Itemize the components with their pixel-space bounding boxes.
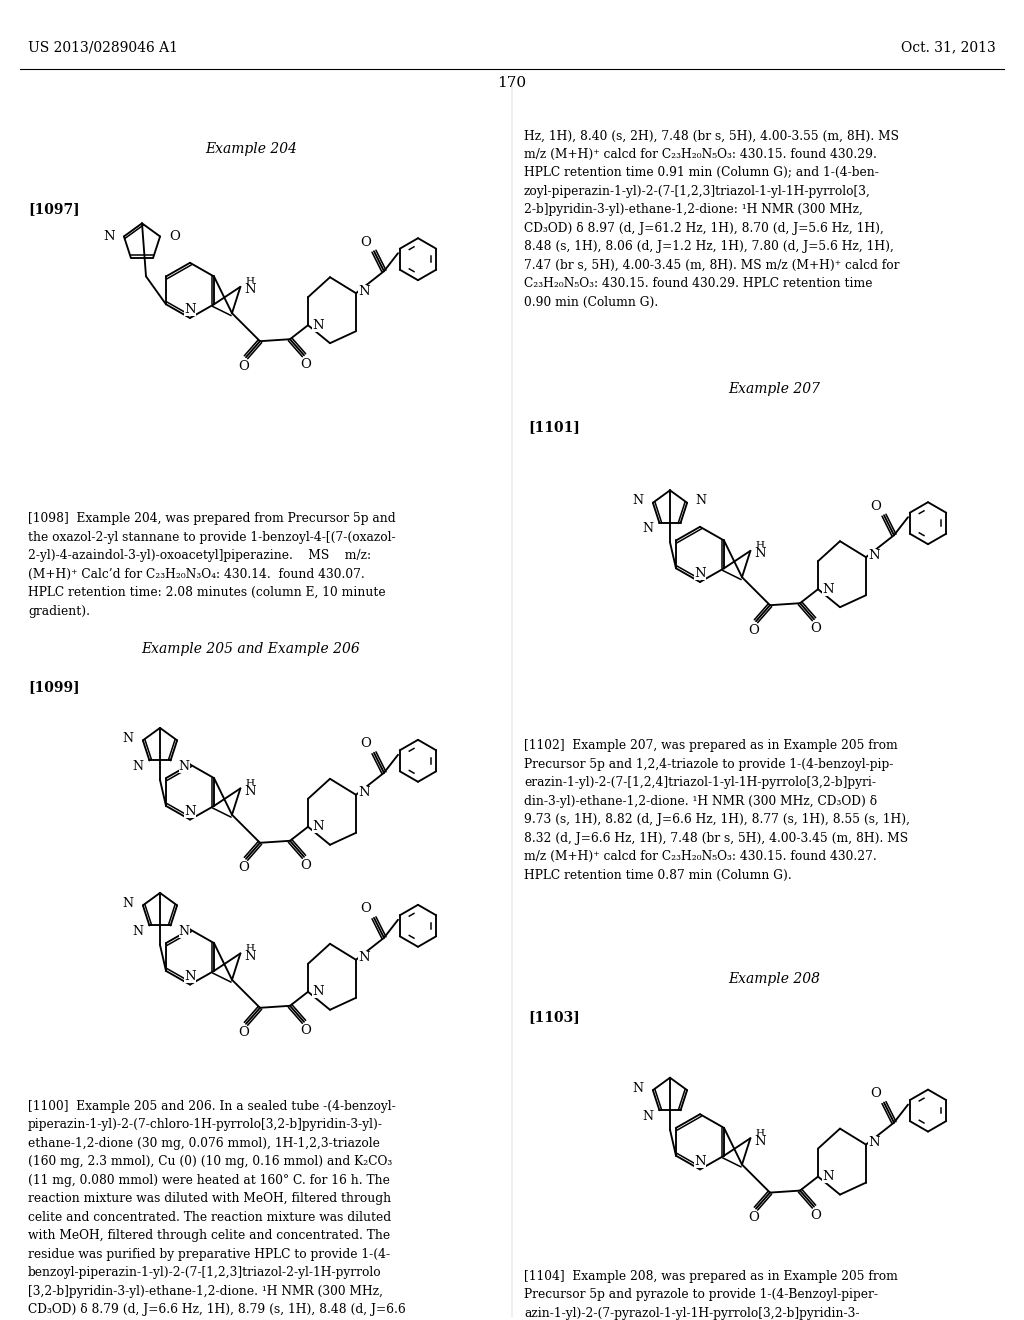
Text: [1101]: [1101] bbox=[528, 420, 580, 434]
Text: O: O bbox=[301, 1024, 311, 1038]
Text: Example 208: Example 208 bbox=[728, 973, 820, 986]
Text: O: O bbox=[870, 1088, 882, 1100]
Text: N: N bbox=[178, 760, 189, 774]
Text: [1104]  Example 208, was prepared as in Example 205 from
Precursor 5p and pyrazo: [1104] Example 208, was prepared as in E… bbox=[524, 1270, 911, 1320]
Text: N: N bbox=[184, 970, 196, 983]
Text: N: N bbox=[358, 787, 370, 800]
Text: N: N bbox=[822, 582, 834, 595]
Text: Example 204: Example 204 bbox=[205, 143, 297, 156]
Text: O: O bbox=[749, 1212, 760, 1224]
Text: N: N bbox=[122, 896, 133, 909]
Text: O: O bbox=[360, 738, 372, 750]
Text: Example 205 and Example 206: Example 205 and Example 206 bbox=[141, 643, 360, 656]
Text: O: O bbox=[301, 358, 311, 371]
Text: US 2013/0289046 A1: US 2013/0289046 A1 bbox=[28, 41, 178, 54]
Text: [1099]: [1099] bbox=[28, 680, 80, 694]
Text: O: O bbox=[169, 230, 180, 243]
Text: O: O bbox=[301, 859, 311, 873]
Text: N: N bbox=[178, 925, 189, 939]
Text: O: O bbox=[360, 903, 372, 915]
Text: N: N bbox=[694, 1155, 706, 1168]
Text: N: N bbox=[755, 1135, 766, 1147]
Text: O: O bbox=[360, 236, 372, 248]
Text: N: N bbox=[312, 985, 324, 998]
Text: N: N bbox=[184, 805, 196, 818]
Text: N: N bbox=[245, 785, 256, 797]
Text: N: N bbox=[358, 285, 370, 298]
Text: N: N bbox=[642, 1110, 653, 1123]
Text: N: N bbox=[122, 731, 133, 744]
Text: N: N bbox=[642, 523, 653, 536]
Text: N: N bbox=[694, 568, 706, 581]
Text: [1098]  Example 204, was prepared from Precursor 5p and
the oxazol-2-yl stannane: [1098] Example 204, was prepared from Pr… bbox=[28, 512, 395, 618]
Text: Example 207: Example 207 bbox=[728, 383, 820, 396]
Text: O: O bbox=[811, 1209, 821, 1222]
Text: H: H bbox=[246, 779, 255, 788]
Text: Hz, 1H), 8.40 (s, 2H), 7.48 (br s, 5H), 4.00-3.55 (m, 8H). MS
m/z (M+H)⁺ calcd f: Hz, 1H), 8.40 (s, 2H), 7.48 (br s, 5H), … bbox=[524, 129, 899, 309]
Text: N: N bbox=[184, 304, 196, 317]
Text: [1103]: [1103] bbox=[528, 1010, 580, 1024]
Text: Oct. 31, 2013: Oct. 31, 2013 bbox=[901, 41, 996, 54]
Text: N: N bbox=[245, 950, 256, 962]
Text: N: N bbox=[695, 494, 707, 507]
Text: N: N bbox=[822, 1170, 834, 1183]
Text: N: N bbox=[868, 1137, 880, 1150]
Text: N: N bbox=[245, 284, 256, 296]
Text: N: N bbox=[632, 494, 643, 507]
Text: H: H bbox=[246, 277, 255, 286]
Text: [1097]: [1097] bbox=[28, 202, 80, 216]
Text: H: H bbox=[756, 541, 765, 550]
Text: [1102]  Example 207, was prepared as in Example 205 from
Precursor 5p and 1,2,4-: [1102] Example 207, was prepared as in E… bbox=[524, 739, 910, 882]
Text: [1100]  Example 205 and 206. In a sealed tube -(4-benzoyl-
piperazin-1-yl)-2-(7-: [1100] Example 205 and 206. In a sealed … bbox=[28, 1100, 406, 1316]
Text: N: N bbox=[103, 230, 115, 243]
Text: H: H bbox=[246, 944, 255, 953]
Text: O: O bbox=[239, 359, 250, 372]
Text: N: N bbox=[755, 548, 766, 560]
Text: N: N bbox=[132, 925, 143, 939]
Text: 170: 170 bbox=[498, 77, 526, 90]
Text: O: O bbox=[749, 623, 760, 636]
Text: N: N bbox=[632, 1081, 643, 1094]
Text: N: N bbox=[312, 318, 324, 331]
Text: H: H bbox=[756, 1129, 765, 1138]
Text: O: O bbox=[239, 862, 250, 874]
Text: O: O bbox=[239, 1027, 250, 1039]
Text: N: N bbox=[132, 760, 143, 774]
Text: N: N bbox=[358, 952, 370, 965]
Text: O: O bbox=[870, 500, 882, 512]
Text: N: N bbox=[868, 549, 880, 562]
Text: O: O bbox=[811, 622, 821, 635]
Text: N: N bbox=[312, 820, 324, 833]
